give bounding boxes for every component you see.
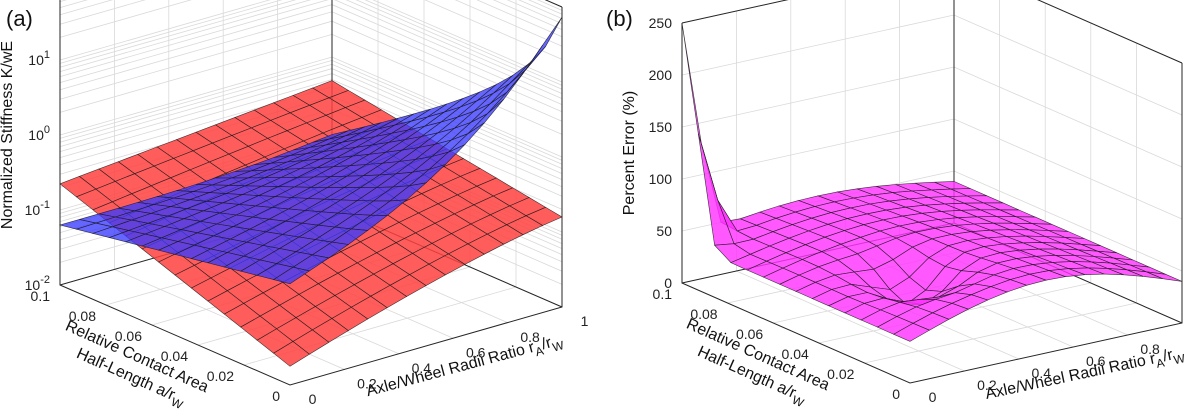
z-axis-label: Normalized Stiffness K/wE <box>0 41 16 229</box>
wall-grid-h <box>59 0 563 90</box>
wall-grid-h <box>59 0 563 47</box>
y-tick-label: 0.04 <box>782 346 809 362</box>
z-tick-label: 100 <box>649 171 673 187</box>
axis-box-front <box>59 0 563 386</box>
z-tick-label: 10-2 <box>25 274 50 293</box>
z-axis-label: Percent Error (%) <box>621 91 638 215</box>
wall-grid-h <box>59 0 563 94</box>
surface-patch <box>272 266 311 285</box>
floor-grid-x <box>736 270 965 372</box>
surface-chart-b: 00.20.40.60.8100.020.040.060.080.1050100… <box>606 0 1187 410</box>
axis-box-front <box>681 23 1183 384</box>
wall-grid-h <box>59 0 563 38</box>
x-tick-label: 0 <box>929 389 937 405</box>
x-tick-label: 0.4 <box>1032 365 1052 381</box>
z-tick-label: 250 <box>649 15 673 31</box>
surface-blue <box>58 17 563 285</box>
x-tick-label: 0.8 <box>1140 341 1160 357</box>
y-tick-label: 0.1 <box>653 286 673 302</box>
axis-box-top <box>681 0 1183 64</box>
y-tick-label: 0.02 <box>207 368 234 384</box>
wall-grid-h <box>59 0 563 60</box>
x-tick-label: 1 <box>581 313 589 329</box>
floor-grid-y <box>864 302 1137 364</box>
surface-patch <box>273 341 310 367</box>
z-tick-label: 150 <box>649 119 673 135</box>
z-tick-label: 100 <box>28 124 50 143</box>
y-tick-label: 0.1 <box>31 288 51 304</box>
x-tick-label: 0.6 <box>1086 353 1106 369</box>
z-tick-label: 10-1 <box>25 199 50 218</box>
z-tick-label: 200 <box>649 67 673 83</box>
x-tick-label: 0.6 <box>466 344 486 360</box>
z-tick-label: 101 <box>28 49 50 68</box>
y-tick-label: 0 <box>272 388 280 404</box>
y-tick-label: 0.08 <box>690 306 717 322</box>
x-tick-label: 0.2 <box>977 377 997 393</box>
surface-patch <box>893 322 931 342</box>
wall-grid-h <box>59 0 563 83</box>
y-tick-label: 0.06 <box>736 326 763 342</box>
y-tick-label: 0.02 <box>827 366 854 382</box>
x-tick-label: 0.8 <box>520 329 540 345</box>
y-tick-label: 0.04 <box>161 348 188 364</box>
y-tick-label: 0.08 <box>69 308 96 324</box>
chart-panel-b: 00.20.40.60.8100.020.040.060.080.1050100… <box>600 0 1200 410</box>
x-tick-label: 0.4 <box>412 360 432 376</box>
panel-label: (b) <box>606 6 633 31</box>
surface-chart-a: 0 0.2 0.4 0.6 0.8 1 0 0.02 0.04 0.06 0.08 0.110-2 10… <box>0 0 589 410</box>
wall-grid-h <box>59 0 563 86</box>
x-tick-label: 0 <box>309 391 317 407</box>
z-tick-label: 50 <box>656 223 672 239</box>
x-tick-label: 0.2 <box>357 376 377 392</box>
y-tick-label: 0.06 <box>115 328 142 344</box>
z-tick-label: 0 <box>664 275 672 291</box>
chart-panel-a: 0 0.2 0.4 0.6 0.8 1 0 0.02 0.04 0.06 0.08 0.1 10-2 10… <box>0 0 589 410</box>
panel-label: (a) <box>6 6 33 31</box>
wall-grid-h <box>59 0 563 99</box>
surface-magenta <box>681 22 1183 342</box>
y-tick-label: 0 <box>892 386 900 402</box>
